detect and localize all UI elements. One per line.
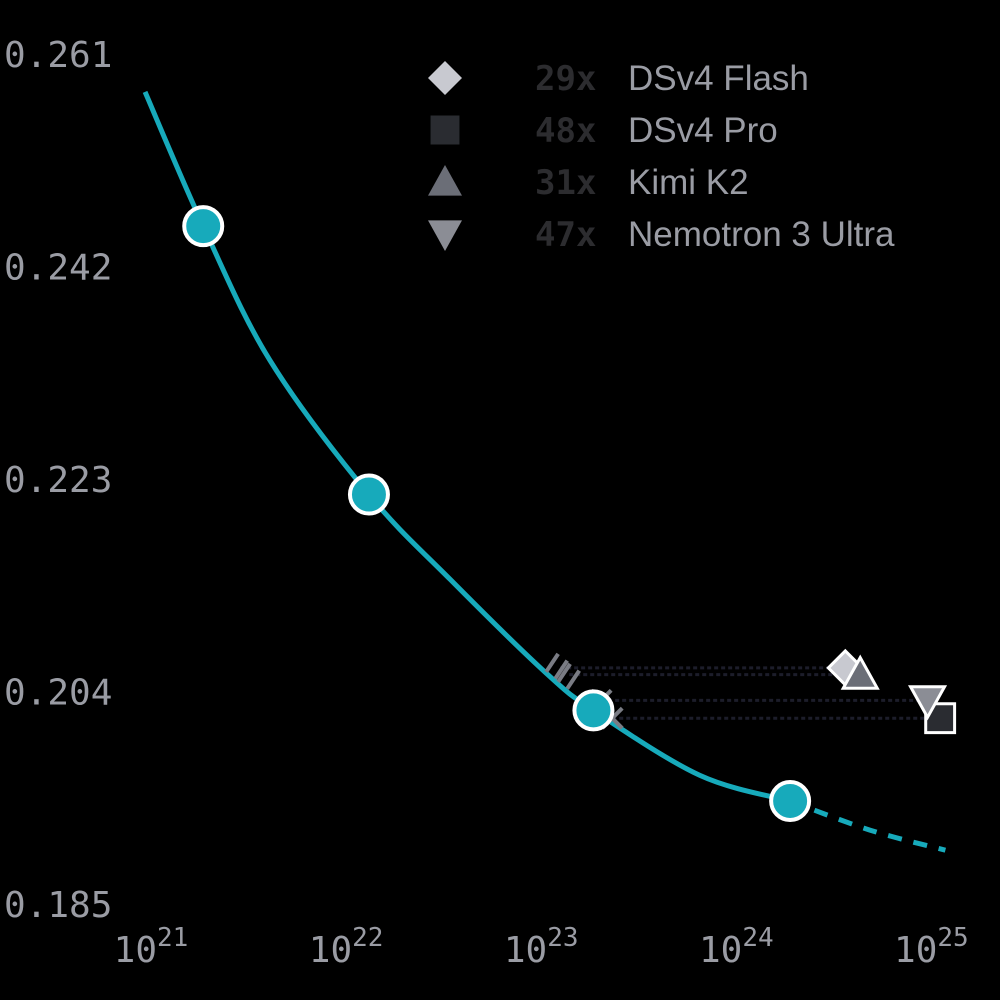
hash-stroke [553, 659, 569, 680]
model-marker [924, 702, 957, 735]
x-tick-base: 10 [699, 930, 742, 971]
x-tick-label: 1025 [894, 923, 969, 971]
x-tick-exponent: 25 [937, 923, 968, 953]
x-tick-label: 1024 [699, 923, 774, 971]
data-point [182, 205, 225, 248]
legend-marker [428, 220, 462, 251]
y-tick-label: 0.261 [4, 35, 112, 76]
x-tick-label: 1023 [504, 923, 579, 971]
legend-marker [428, 165, 462, 196]
x-tick-label: 1022 [309, 923, 384, 971]
x-tick-exponent: 21 [157, 923, 188, 953]
fit-curve [142, 90, 791, 804]
hash-stroke [556, 662, 572, 684]
equivalent-marker [553, 659, 581, 690]
legend-marker [430, 115, 460, 145]
legend-multiplier: 48x [535, 111, 596, 151]
x-tick-exponent: 22 [352, 923, 383, 953]
y-tick-label: 0.223 [4, 460, 112, 501]
legend-multiplier: 31x [535, 163, 596, 203]
legend-label: Kimi K2 [628, 163, 749, 202]
hash-stroke [544, 652, 560, 674]
model-marker [907, 685, 948, 721]
legend-label: DSv4 Flash [628, 59, 809, 98]
x-tick-exponent: 23 [547, 923, 578, 953]
y-tick-label: 0.242 [4, 248, 112, 289]
x-tick-base: 10 [309, 930, 352, 971]
y-tick-label: 0.185 [4, 885, 112, 926]
data-point [572, 689, 615, 732]
x-tick-label: 1021 [114, 923, 189, 971]
legend-multiplier: 29x [535, 59, 596, 99]
x-tick-base: 10 [894, 930, 937, 971]
data-point [769, 779, 812, 822]
x-tick-exponent: 24 [742, 923, 773, 953]
extrapolation-curve [789, 798, 947, 853]
y-tick-label: 0.204 [4, 673, 112, 714]
x-tick-base: 10 [114, 930, 157, 971]
legend-marker [428, 61, 462, 95]
equivalent-marker [544, 652, 572, 684]
data-point [347, 473, 390, 516]
hash-stroke [565, 669, 581, 690]
x-tick-base: 10 [504, 930, 547, 971]
legend-label: Nemotron 3 Ultra [628, 215, 895, 254]
model-marker [840, 654, 880, 690]
legend-label: DSv4 Pro [628, 111, 778, 150]
legend-multiplier: 47x [535, 215, 596, 255]
